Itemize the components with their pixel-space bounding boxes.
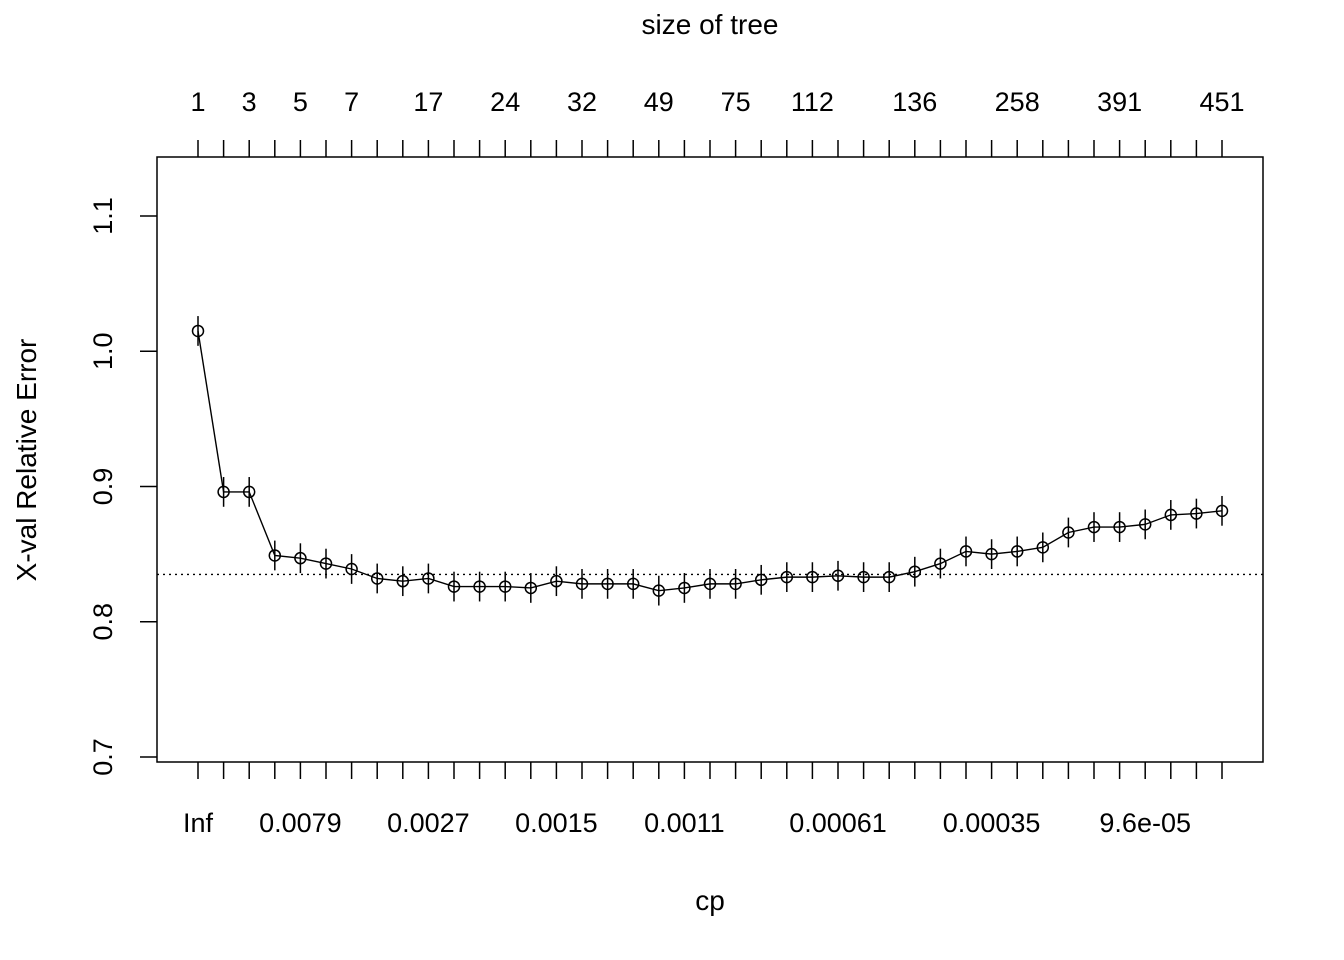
data-point — [294, 551, 307, 565]
top-tick-label: 112 — [791, 87, 834, 117]
data-point — [959, 545, 973, 558]
plot-frame — [156, 156, 1264, 763]
data-point — [1190, 507, 1203, 520]
data-point — [1036, 541, 1050, 554]
data-point — [831, 569, 845, 583]
data-point — [1087, 520, 1101, 534]
data-point — [575, 577, 589, 591]
y-tick-label: 1.0 — [88, 332, 118, 370]
data-point — [678, 581, 691, 595]
x-tick-label: 9.6e-05 — [1099, 808, 1191, 838]
x-tick-label: 0.00061 — [789, 808, 887, 838]
data-point — [703, 577, 717, 591]
y-tick-label: 0.9 — [88, 468, 118, 506]
top-tick-label: 24 — [490, 87, 520, 117]
x-axis-title: cp — [695, 885, 725, 916]
data-point — [217, 485, 230, 499]
data-point — [601, 577, 614, 591]
data-point — [550, 574, 563, 588]
top-tick-label: 451 — [1199, 87, 1244, 117]
data-point — [268, 549, 282, 562]
data-point — [319, 557, 333, 570]
data-point — [370, 572, 384, 585]
data-point — [191, 324, 205, 338]
data-point — [729, 577, 742, 591]
x-tick-label: 0.0015 — [515, 808, 598, 838]
data-point — [754, 573, 768, 587]
data-point — [908, 565, 922, 578]
top-tick-label: 49 — [644, 87, 674, 117]
data-point — [524, 581, 538, 595]
y-tick-label: 0.8 — [88, 603, 118, 641]
top-tick-label: 5 — [293, 87, 308, 117]
top-tick-label: 136 — [892, 87, 937, 117]
data-point — [1010, 545, 1024, 558]
y-tick-label: 1.1 — [88, 197, 118, 235]
top-axis: 1 3 5 7 17 24 32 49 75 112 136 258 391 451 — [190, 87, 1245, 157]
data-point — [1138, 518, 1152, 531]
top-tick-label: 258 — [995, 87, 1040, 117]
series-xval-error — [191, 316, 1229, 606]
x-tick-label: 0.00035 — [943, 808, 1041, 838]
top-tick-label: 7 — [344, 87, 359, 117]
data-point — [345, 562, 358, 576]
x-tick-label: 0.0011 — [644, 808, 725, 838]
data-point — [242, 485, 256, 499]
top-tick-label: 391 — [1097, 87, 1142, 117]
top-tick-label: 32 — [567, 87, 597, 117]
top-tick-label: 17 — [413, 87, 443, 117]
bottom-axis: Inf 0.0079 0.0027 0.0015 0.0011 0.00061 0.0003… — [183, 762, 1223, 838]
x-tick-label: 0.0027 — [387, 808, 470, 838]
data-point — [473, 580, 486, 593]
data-point — [396, 574, 410, 588]
x-tick-label: Inf — [183, 808, 214, 838]
data-point — [1215, 504, 1229, 518]
data-point — [652, 584, 666, 597]
data-point — [1062, 526, 1075, 539]
data-point — [985, 547, 998, 561]
data-point — [1113, 520, 1126, 534]
top-tick-label: 1 — [190, 87, 205, 117]
x-tick-label: 0.0079 — [259, 808, 342, 838]
y-axis-title: X-val Relative Error — [11, 339, 42, 582]
top-axis-title: size of tree — [642, 9, 779, 40]
data-point — [857, 570, 870, 584]
data-point — [934, 557, 947, 570]
y-axis: 0.7 0.8 0.9 1.0 1.1 — [88, 197, 157, 776]
top-tick-label: 75 — [721, 87, 751, 117]
data-point — [447, 580, 461, 593]
data-point — [1164, 508, 1178, 522]
data-point — [882, 570, 896, 584]
data-point — [422, 572, 435, 585]
data-point — [806, 570, 819, 584]
data-point — [780, 570, 794, 584]
data-point — [498, 580, 512, 593]
y-tick-label: 0.7 — [88, 738, 118, 776]
top-tick-label: 3 — [242, 87, 257, 117]
data-point — [626, 577, 640, 591]
